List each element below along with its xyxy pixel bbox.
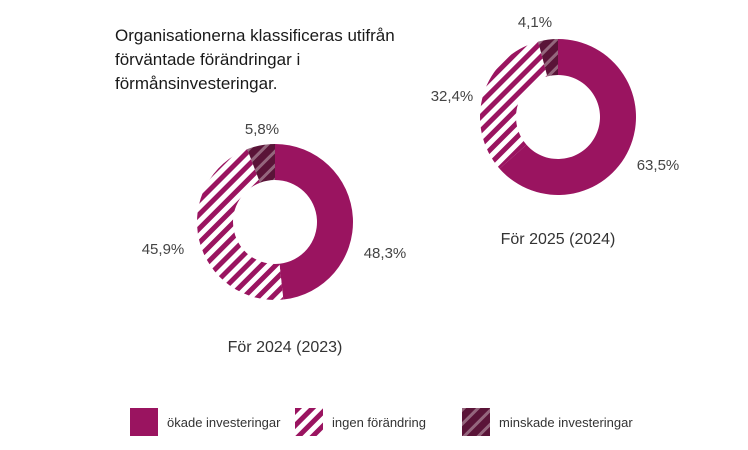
label-increased-2025: 63,5% bbox=[637, 157, 680, 174]
slice-no-change-2024 bbox=[197, 149, 284, 300]
slice-no-change-2025 bbox=[479, 41, 548, 169]
chart-title: Organisationerna klassificeras utifrån f… bbox=[115, 26, 395, 93]
slice-increased-2024 bbox=[275, 144, 353, 300]
legend-item-increased: ökade investeringar bbox=[130, 408, 280, 436]
donut-charts: 48,3% 45,9% 5,8% För 2024 (2023) 63,5% 3… bbox=[142, 14, 680, 356]
legend-label-decreased: minskade investeringar bbox=[499, 414, 633, 430]
label-increased-2024: 48,3% bbox=[364, 245, 407, 262]
label-no-change-2025: 32,4% bbox=[431, 88, 474, 105]
legend: ökade investeringar ingen förändring min… bbox=[130, 408, 690, 436]
slice-decreased-2025 bbox=[538, 39, 558, 77]
caption-2024: För 2024 (2023) bbox=[228, 339, 343, 356]
legend-label-no-change: ingen förändring bbox=[332, 414, 426, 430]
label-decreased-2025: 4,1% bbox=[518, 14, 552, 31]
slice-decreased-2024 bbox=[247, 144, 275, 183]
donut-2025: 63,5% 32,4% 4,1% För 2025 (2024) bbox=[431, 14, 680, 248]
legend-item-decreased: minskade investeringar bbox=[462, 408, 633, 436]
label-decreased-2024: 5,8% bbox=[245, 121, 279, 138]
slice-increased-2025 bbox=[499, 39, 636, 195]
legend-label-increased: ökade investeringar bbox=[167, 414, 281, 430]
legend-swatch-hatch-dark bbox=[462, 408, 490, 436]
caption-2025: För 2025 (2024) bbox=[501, 231, 616, 248]
label-no-change-2024: 45,9% bbox=[142, 241, 185, 258]
legend-swatch-solid bbox=[130, 408, 158, 436]
donut-2024: 48,3% 45,9% 5,8% För 2024 (2023) bbox=[142, 121, 407, 356]
legend-item-no-change: ingen förändring bbox=[295, 408, 426, 436]
legend-swatch-hatch-light bbox=[295, 408, 323, 436]
